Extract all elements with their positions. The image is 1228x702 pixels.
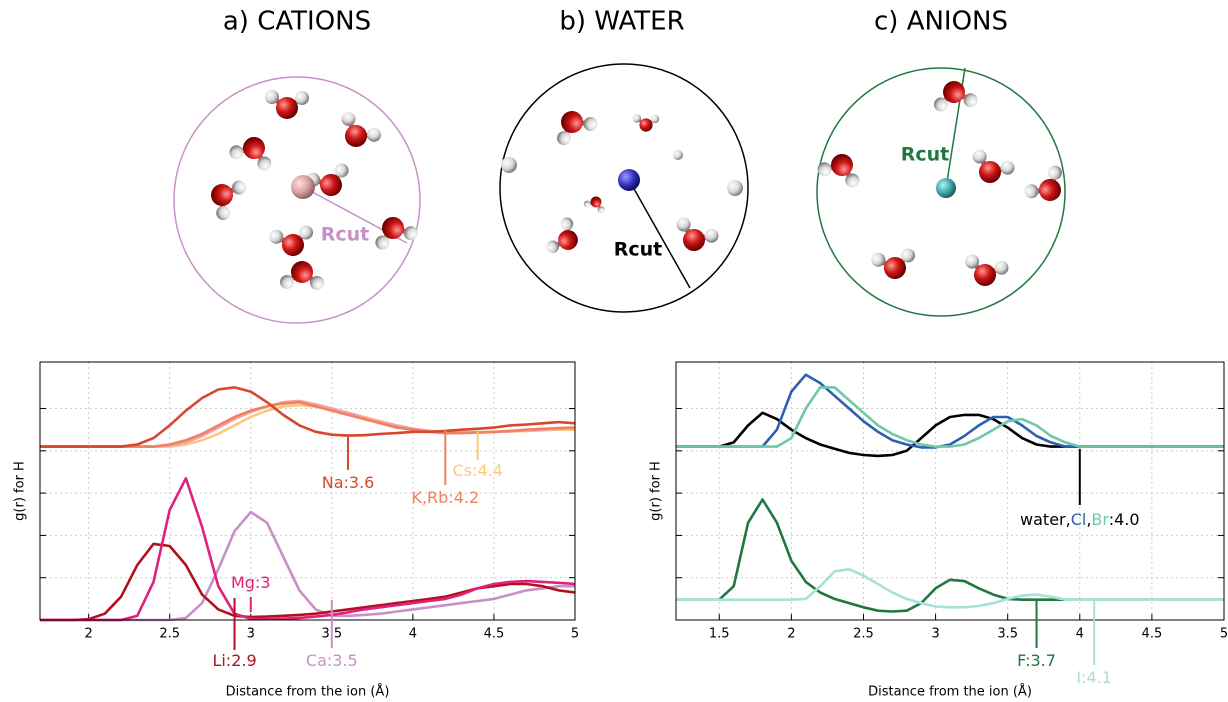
cutoff-label-part: water, (1020, 510, 1071, 529)
cutoff-label-part: :4.0 (1109, 510, 1140, 529)
cutoff-label: Li:2.9 (212, 651, 256, 670)
hydrogen (673, 150, 683, 160)
x-tick-label: 4.5 (484, 627, 505, 642)
plot-area (40, 362, 575, 620)
data-line (40, 386, 576, 448)
cutoff-circle (173, 76, 421, 324)
cutoff-label: Cs:4.4 (453, 461, 503, 480)
x-axis-label: Distance from the ion (Å) (868, 684, 1032, 700)
water-molecule (280, 261, 324, 290)
cation (291, 175, 315, 199)
water-molecule (547, 101, 600, 148)
hydrogen (501, 157, 517, 173)
x-tick-label: 2.5 (159, 627, 180, 642)
water-molecule (544, 215, 586, 262)
water-molecule (930, 77, 978, 113)
panel-title: b) WATER (559, 7, 684, 37)
x-tick-label: 2 (84, 627, 92, 642)
data-line (676, 386, 1224, 448)
water-panel: b) WATER Rcut (499, 7, 749, 313)
x-tick-label: 4.5 (1142, 627, 1163, 642)
cutoff-label-part: Cs:4.4 (453, 461, 503, 480)
water-molecule (966, 148, 1017, 190)
x-tick-label: 3.5 (997, 627, 1018, 642)
cutoff-label: Rcut (614, 239, 663, 261)
anion-panel: c) ANIONS Rcut (815, 7, 1074, 317)
cutoff-label-part: Br (1091, 510, 1109, 529)
cutoff-label: F:3.7 (1017, 651, 1056, 670)
data-line (676, 567, 1224, 609)
x-tick-label: 1.5 (709, 627, 730, 642)
cutoff-label-part: Cl (1071, 510, 1087, 529)
plot-frame (39, 361, 576, 621)
cutoff-label-part: , (1086, 510, 1091, 529)
water-molecule (331, 109, 384, 156)
cutoff-circle (499, 63, 749, 313)
cutoff-label: Na:3.6 (322, 473, 375, 492)
x-axis-label: Distance from the ion (Å) (226, 684, 390, 700)
plot-area (676, 362, 1224, 620)
x-tick-label: 2.5 (853, 627, 874, 642)
cutoff-label: I:4.1 (1076, 668, 1112, 687)
cutoff-radius (628, 179, 691, 289)
hydrogen (727, 180, 743, 196)
water-molecule (201, 170, 248, 223)
anion (936, 178, 956, 198)
cation-panel: a) CATIONS Rcut (173, 7, 421, 324)
cutoff-label-part: Ca:3.5 (306, 651, 358, 670)
data-line (40, 477, 576, 622)
x-tick-label: 3 (931, 627, 939, 642)
x-tick-label: 3 (247, 627, 255, 642)
x-tick-label: 4 (409, 627, 417, 642)
water-molecule (227, 130, 278, 172)
cutoff-label-part: Na:3.6 (322, 473, 375, 492)
line-chart: 1.5 2 2.5 3 3.5 4 4.5 5 water,Cl,Br:4.0 F:3.7 I:4.… (649, 361, 1228, 700)
cutoff-label-part: F:3.7 (1017, 651, 1056, 670)
water-molecule (1022, 162, 1074, 212)
y-axis-label: g(r) for H (649, 461, 664, 521)
water-molecule (265, 90, 309, 119)
cutoff-label: Mg:3 (231, 573, 271, 592)
water-molecule (369, 210, 420, 252)
x-tick-label: 5 (571, 627, 579, 642)
cutoff-label: water,Cl,Br:4.0 (1020, 510, 1140, 529)
panel-title: a) CATIONS (223, 7, 371, 37)
cutoff-label: Rcut (901, 144, 950, 166)
x-tick-label: 4 (1076, 627, 1084, 642)
x-tick-label: 5 (1220, 627, 1228, 642)
water-molecule (961, 253, 1009, 289)
water-molecule (870, 246, 918, 282)
water-molecule (581, 191, 610, 216)
cutoff-label-part: I:4.1 (1076, 668, 1112, 687)
water-molecule (631, 112, 661, 134)
x-tick-label: 2 (787, 627, 795, 642)
cutoff-label-part: Li:2.9 (212, 651, 256, 670)
cutoff-label-part: Mg:3 (231, 573, 271, 592)
panel-title: c) ANIONS (874, 7, 1008, 37)
water-molecule (268, 223, 316, 259)
cutoff-label: Rcut (321, 224, 370, 246)
cutoff-circle (816, 67, 1066, 317)
cutoff-label: Ca:3.5 (306, 651, 358, 670)
y-axis-label: g(r) for H (13, 461, 28, 521)
plot-frame (675, 361, 1225, 621)
water-molecule (670, 216, 721, 258)
cutoff-label: K,Rb:4.2 (411, 488, 479, 507)
cutoff-label-part: K,Rb:4.2 (411, 488, 479, 507)
water-center (618, 169, 640, 191)
line-chart: 22.533.544.55Na:3.6K,Rb:4.2Cs:4.4Mg:3Li:… (13, 361, 579, 700)
